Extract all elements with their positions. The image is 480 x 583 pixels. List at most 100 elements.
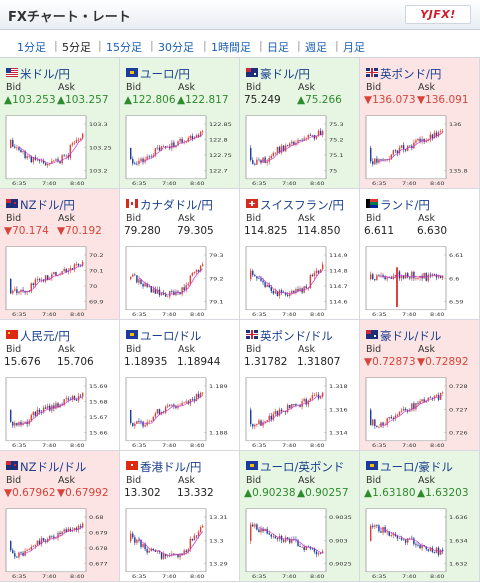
tab-5[interactable]: 日足 (267, 41, 289, 54)
rate-cell[interactable]: ユーロ/円 Bid Ask ▲122.806 ▲122.817 122.85 122.8 12… (120, 58, 240, 189)
currency-pair-name[interactable]: カナダドル/円 (140, 198, 213, 212)
currency-pair-name[interactable]: 人民元/円 (20, 329, 70, 343)
candle (175, 406, 177, 408)
ask-value: 1.31807 (297, 356, 341, 368)
currency-pair-name[interactable]: NZドル/円 (20, 198, 75, 212)
rate-cell[interactable]: 人民元/円 Bid Ask 15.676 15.706 15.69 15.68 15.67 15… (0, 320, 120, 451)
candlestick-chart[interactable]: 122.85 122.8 122.75 122.7 6:35 7:40 8:40 (124, 113, 236, 187)
candle (289, 404, 291, 409)
rate-cell[interactable]: NZドル/円 Bid Ask ▼70.174 ▼70.192 70.2 70.1 70 69.9… (0, 189, 120, 320)
candle (28, 420, 30, 425)
currency-pair-name[interactable]: ユーロ/ドル (140, 329, 202, 343)
rate-cell[interactable]: 豪ドル/ドル Bid Ask ▼0.72873 ▼0.72892 0.728 0.727 0.… (360, 320, 480, 451)
rate-cell[interactable]: ランド/円 Bid Ask 6.611 6.630 6.61 6.6 6.59 6:35 7:40… (360, 189, 480, 320)
candlestick-chart[interactable]: 0.728 0.727 0.726 6:35 7:40 8:40 (364, 375, 476, 449)
currency-pair-name[interactable]: 英ポンド/ドル (260, 329, 333, 343)
currency-pair-name[interactable]: ユーロ/豪ドル (380, 460, 453, 474)
currency-pair-name[interactable]: スイスフラン/円 (260, 198, 345, 212)
rate-cell[interactable]: 英ポンド/ドル Bid Ask 1.31782 1.31807 1.318 1.316 1.3… (240, 320, 360, 451)
rate-cell[interactable]: ユーロ/豪ドル Bid Ask ▲1.63180 ▲1.63203 1.636 1.634 1… (360, 451, 480, 582)
candle (278, 290, 281, 297)
candle (140, 421, 142, 423)
candle (75, 527, 78, 531)
candle (36, 540, 39, 545)
ask-value: 6.630 (417, 225, 448, 237)
candlestick-chart[interactable]: 79.3 79.2 79.1 6:35 7:40 8:40 (124, 244, 236, 318)
rate-cell[interactable]: 英ポンド/円 Bid Ask ▼136.073 ▼136.091 136 135.8 6:35… (360, 58, 480, 189)
candle (254, 524, 256, 527)
rate-cell[interactable]: 米ドル/円 Bid Ask ▲103.253 ▲103.257 103.3 103.25 10… (0, 58, 120, 189)
candle (171, 291, 173, 292)
rate-cell[interactable]: NZドル/ドル Bid Ask ▼0.67962 ▼0.67992 0.68 0.679 0.… (0, 451, 120, 582)
rate-cell[interactable]: カナダドル/円 Bid Ask 79.280 79.305 79.3 79.2 79.1 6:3… (120, 189, 240, 320)
candle (421, 399, 423, 402)
tab-6[interactable]: 週足 (305, 41, 327, 54)
candle (67, 155, 69, 158)
eu-flag-icon (126, 67, 138, 77)
candle (409, 277, 411, 279)
candle (55, 403, 57, 409)
candlestick-chart[interactable]: 6.61 6.6 6.59 6:35 7:40 8:40 (364, 244, 476, 318)
candle (12, 550, 14, 554)
candle (309, 398, 312, 401)
currency-pair-name[interactable]: NZドル/ドル (20, 460, 87, 474)
y-tick-label: 75 (329, 169, 338, 174)
ask-value: ▼0.72892 (417, 356, 469, 368)
candlestick-chart[interactable]: 1.189 1.188 6:35 7:40 8:40 (124, 375, 236, 449)
candlestick-chart[interactable]: 0.9035 0.903 0.9025 6:35 7:40 8:40 (244, 506, 356, 580)
tab-4[interactable]: 1時間足 (211, 41, 251, 54)
y-tick-label: 6.6 (449, 277, 460, 282)
candlestick-chart[interactable]: 114.9 114.8 114.7 114.6 6:35 7:40 8:40 (244, 244, 356, 318)
candle (189, 538, 192, 550)
currency-pair-name[interactable]: ユーロ/円 (140, 67, 190, 81)
currency-pair-name[interactable]: ユーロ/英ポンド (260, 460, 345, 474)
rate-cell[interactable]: ユーロ/ドル Bid Ask 1.18935 1.18944 1.189 1.188 6:35… (120, 320, 240, 451)
candlestick-chart[interactable]: 0.68 0.679 0.678 0.677 6:35 7:40 8:40 (4, 506, 116, 580)
candlestick-chart[interactable]: 136 135.8 6:35 7:40 8:40 (364, 113, 476, 187)
x-tick-label: 7:40 (282, 575, 297, 580)
candle (183, 287, 185, 290)
currency-pair-name[interactable]: ランド/円 (380, 198, 430, 212)
candlestick-chart[interactable]: 1.636 1.634 1.632 6:35 7:40 8:40 (364, 506, 476, 580)
tab-7[interactable]: 月足 (343, 41, 365, 54)
rate-cell[interactable]: ユーロ/英ポンド Bid Ask ▲0.90238 ▲0.90257 0.9035 0.90… (240, 451, 360, 582)
tab-2[interactable]: 15分足 (106, 41, 142, 54)
rate-cell[interactable]: 豪ドル/円 Bid Ask 75.249 ▲75.266 75.3 75.2 75.1 75 6:… (240, 58, 360, 189)
candlestick-chart[interactable]: 70.2 70.1 70 69.9 6:35 7:40 8:40 (4, 244, 116, 318)
candlestick-chart[interactable]: 75.3 75.2 75.1 75 6:35 7:40 8:40 (244, 113, 356, 187)
candlestick-chart[interactable]: 15.69 15.68 15.67 15.66 6:35 7:40 8:40 (4, 375, 116, 449)
tab-separator: | (297, 39, 301, 52)
candle (268, 415, 270, 421)
tab-0[interactable]: 1分足 (17, 41, 46, 54)
currency-pair-name[interactable]: 香港ドル/円 (140, 460, 202, 474)
y-tick-label: 0.728 (449, 385, 468, 390)
candle (189, 275, 192, 284)
candle (38, 409, 41, 413)
candle (42, 279, 45, 282)
moving-average-line (138, 134, 203, 163)
candle (264, 157, 266, 163)
rate-cell[interactable]: スイスフラン/円 Bid Ask 114.825 114.850 114.9 114.8 11… (240, 189, 360, 320)
candlestick-chart[interactable]: 1.318 1.316 1.314 6:35 7:40 8:40 (244, 375, 356, 449)
candle (49, 535, 51, 540)
candlestick-chart[interactable]: 103.3 103.25 103.2 6:35 7:40 8:40 (4, 113, 116, 187)
x-tick-label: 8:40 (430, 575, 445, 580)
currency-pair-name[interactable]: 豪ドル/円 (260, 67, 310, 81)
currency-pair-name[interactable]: 米ドル/円 (20, 67, 70, 81)
candle (262, 528, 264, 532)
currency-pair-name[interactable]: 豪ドル/ドル (380, 329, 442, 343)
tab-3[interactable]: 30分足 (158, 41, 194, 54)
yjfx-logo[interactable]: YJFX! (405, 5, 471, 24)
candlestick-chart[interactable]: 13.31 13.3 13.29 6:35 7:40 8:40 (124, 506, 236, 580)
rate-cell[interactable]: 香港ドル/円 Bid Ask 13.302 13.332 13.31 13.3 13.29 6:… (120, 451, 240, 582)
bid-label: Bid (6, 344, 22, 355)
y-tick-label: 103.3 (89, 123, 108, 128)
bid-value: 1.18935 (124, 356, 168, 368)
candle (376, 525, 378, 527)
candle (181, 287, 183, 295)
candle (427, 139, 429, 141)
tab-separator: | (150, 39, 154, 52)
candle (14, 289, 16, 291)
tab-1[interactable]: 5分足 (62, 41, 91, 54)
currency-pair-name[interactable]: 英ポンド/円 (380, 67, 442, 81)
